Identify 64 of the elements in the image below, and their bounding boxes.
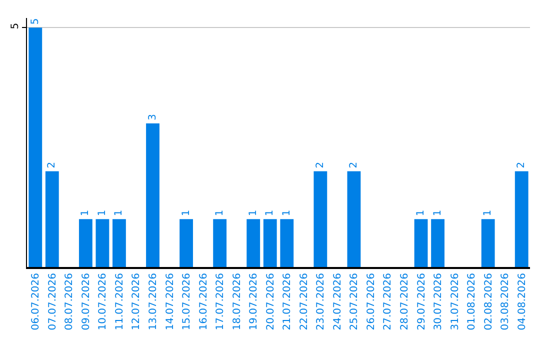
bar: [431, 219, 444, 267]
x-tick-label: 01.08.2026: [466, 273, 478, 330]
data-label: 1: [416, 210, 427, 216]
bar: [246, 219, 260, 267]
bar: [96, 219, 110, 267]
x-tick-label: 27.07.2026: [382, 273, 394, 330]
x-tick-label: 09.07.2026: [80, 273, 92, 330]
x-tick-label: 03.08.2026: [500, 273, 512, 330]
data-label: 1: [281, 210, 292, 216]
bar: [45, 171, 59, 267]
x-tick-label: 08.07.2026: [64, 273, 76, 330]
x-tick-label: 25.07.2026: [349, 273, 360, 330]
data-label: 5: [30, 18, 41, 25]
data-label: 2: [46, 162, 58, 168]
x-tick-label: 04.08.2026: [516, 273, 528, 330]
x-tick-label: 02.08.2026: [483, 273, 494, 330]
x-tick-label: 14.07.2026: [164, 273, 176, 330]
x-tick-label: 23.07.2026: [316, 273, 327, 330]
data-label: 1: [96, 210, 108, 216]
bar: [481, 219, 495, 267]
data-label: 1: [80, 210, 92, 216]
bar: [414, 219, 428, 267]
x-tick-label: 07.07.2026: [47, 273, 58, 330]
data-label: 1: [432, 210, 444, 216]
x-tick-label: 18.07.2026: [232, 273, 243, 330]
data-label: 2: [516, 162, 528, 168]
bar: [514, 171, 528, 267]
x-tick-label: 17.07.2026: [215, 273, 226, 330]
bar: [263, 219, 277, 267]
data-label: 1: [180, 210, 192, 216]
data-label: 1: [114, 210, 125, 216]
x-tick-label: 10.07.2026: [98, 273, 109, 330]
x-tick-label: 16.07.2026: [198, 273, 210, 330]
x-tick-label: 22.07.2026: [298, 273, 310, 330]
x-tick-label: 12.07.2026: [131, 273, 142, 330]
bar: [78, 219, 92, 267]
x-tick-label: 13.07.2026: [148, 273, 159, 330]
x-tick-label: 06.07.2026: [30, 273, 42, 330]
x-tick-label: 29.07.2026: [416, 273, 428, 330]
x-tick-label: 28.07.2026: [400, 273, 410, 330]
bar: [28, 28, 42, 267]
bar: [112, 219, 126, 267]
bar: [347, 171, 361, 267]
x-tick-label: 11.07.2026: [114, 273, 126, 330]
x-tick-label: 24.07.2026: [332, 273, 344, 330]
data-label: 2: [314, 162, 326, 168]
bar: [213, 219, 227, 267]
bar: [280, 219, 294, 267]
bar: [314, 171, 328, 267]
x-tick-label: 15.07.2026: [182, 273, 193, 330]
x-tick-label: 31.07.2026: [450, 273, 461, 330]
x-tick-label: 20.07.2026: [265, 273, 276, 330]
bar: [146, 123, 160, 267]
data-label: 2: [348, 162, 360, 168]
data-label: 3: [147, 114, 158, 120]
data-label: 1: [482, 210, 494, 216]
bar: [180, 219, 193, 267]
x-tick-label: 19.07.2026: [248, 273, 260, 330]
x-tick-label: 26.07.2026: [366, 273, 377, 330]
data-label: 1: [248, 210, 259, 216]
data-label: 1: [214, 210, 226, 216]
x-tick-label: 21.07.2026: [282, 273, 294, 330]
x-tick-label: 30.07.2026: [433, 273, 444, 330]
data-label: 1: [264, 210, 276, 216]
